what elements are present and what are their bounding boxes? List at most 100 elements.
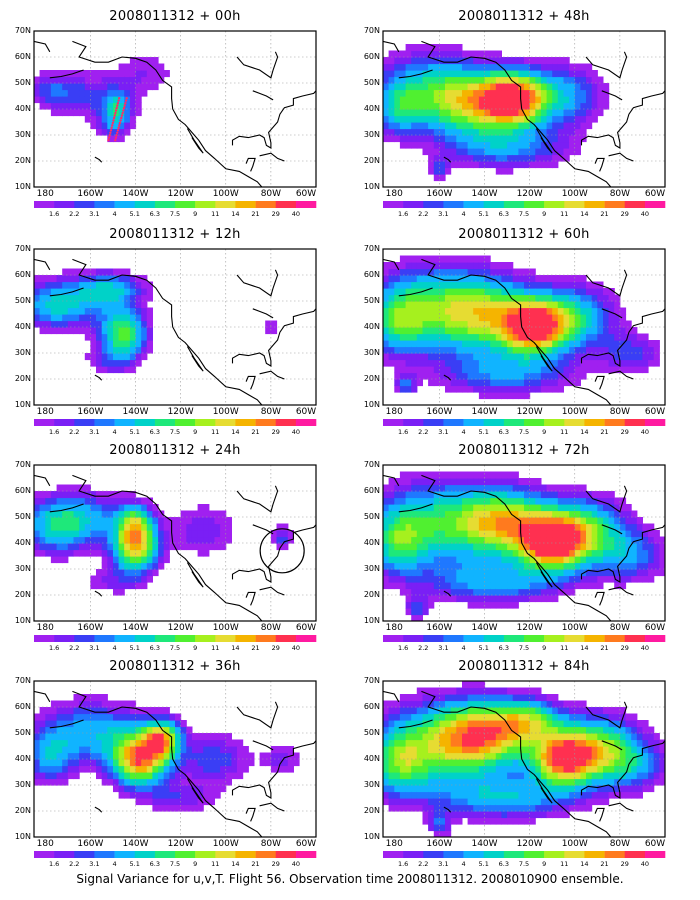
colorbar-level-label: 7.5 — [518, 860, 530, 868]
colorbar-swatch — [503, 419, 525, 426]
variance-field — [383, 471, 665, 621]
colorbar-level-label: 6.3 — [498, 210, 510, 218]
colorbar-level-label: 40 — [640, 860, 649, 868]
lat-tick-label: 60N — [14, 52, 31, 61]
lon-tick-label: 120W — [516, 189, 543, 199]
colorbar-swatch — [524, 851, 545, 858]
colorbar-swatch — [564, 201, 585, 208]
colorbar-swatch — [403, 635, 424, 642]
lat-tick-label: 70N — [14, 26, 31, 35]
colorbar-swatch — [114, 851, 135, 858]
colorbar-swatch — [383, 635, 404, 642]
lon-tick-label: 100W — [561, 189, 588, 199]
colorbar-swatch — [644, 419, 666, 426]
map-p72h — [382, 464, 666, 642]
lon-tick-label: 180 — [385, 623, 403, 633]
colorbar-level-label: 11 — [211, 644, 220, 652]
lon-tick-label: 60W — [644, 839, 666, 849]
lon-tick-label: 80W — [260, 623, 282, 633]
colorbar-swatch — [295, 201, 317, 208]
colorbar-swatch — [383, 851, 404, 858]
map-frame — [33, 248, 317, 406]
colorbar-swatch — [443, 419, 464, 426]
colorbar-swatch — [54, 851, 75, 858]
colorbar-level-label: 6.3 — [498, 860, 510, 868]
colorbar-swatch — [134, 201, 156, 208]
lat-tick-label: 70N — [363, 676, 380, 685]
colorbar — [383, 419, 666, 426]
colorbar-swatch — [215, 201, 236, 208]
lat-tick-label: 30N — [14, 780, 31, 789]
colorbar-swatch — [275, 635, 297, 642]
colorbar-level-label: 40 — [291, 644, 300, 652]
lon-tick-label: 60W — [644, 189, 666, 199]
lat-tick-label: 30N — [363, 564, 380, 573]
colorbar-level-label: 21 — [600, 210, 609, 218]
colorbar-swatch — [584, 635, 605, 642]
colorbar-swatch — [255, 851, 276, 858]
lat-lon-grid — [34, 465, 316, 621]
colorbar-swatch — [235, 635, 256, 642]
panel-title-p36h: 2008011312 + 36h — [109, 659, 241, 674]
colorbar-level-label: 1.6 — [397, 428, 409, 436]
colorbar-level-label: 21 — [251, 860, 260, 868]
lon-tick-label: 100W — [561, 839, 588, 849]
colorbar-swatch — [584, 851, 605, 858]
colorbar-swatch — [463, 851, 484, 858]
colorbar-swatch — [604, 851, 625, 858]
lon-tick-label: 80W — [260, 189, 282, 199]
colorbar — [34, 851, 317, 858]
lat-tick-label: 40N — [14, 538, 31, 547]
colorbar-swatch — [154, 635, 176, 642]
lon-tick-label: 180 — [36, 407, 54, 417]
lon-tick-label: 180 — [385, 407, 403, 417]
colorbar-swatch — [134, 851, 156, 858]
colorbar-level-label: 7.5 — [518, 644, 530, 652]
colorbar-level-label: 21 — [251, 644, 260, 652]
colorbar-swatch — [295, 851, 317, 858]
colorbar-level-label: 14 — [231, 860, 240, 868]
lon-tick-label: 160W — [77, 407, 104, 417]
colorbar — [383, 635, 666, 642]
colorbar-level-label: 14 — [231, 428, 240, 436]
colorbar-swatch — [443, 201, 464, 208]
colorbar-level-label: 40 — [291, 210, 300, 218]
colorbar-level-label: 9 — [193, 644, 198, 652]
colorbar-level-label: 21 — [251, 428, 260, 436]
colorbar-level-label: 1.6 — [397, 644, 409, 652]
lat-tick-label: 40N — [14, 322, 31, 331]
colorbar-swatch — [34, 635, 55, 642]
lon-tick-label: 100W — [212, 407, 239, 417]
colorbar-swatch — [195, 419, 216, 426]
colorbar-swatch — [74, 419, 95, 426]
lon-tick-label: 80W — [260, 839, 282, 849]
colorbar — [34, 635, 317, 642]
lat-tick-label: 20N — [14, 156, 31, 165]
colorbar-level-label: 2.2 — [69, 210, 80, 218]
colorbar-level-label: 4 — [461, 428, 466, 436]
variance-field — [383, 255, 660, 400]
colorbar-level-label: 14 — [580, 428, 589, 436]
colorbar-swatch — [175, 851, 196, 858]
colorbar-level-label: 3.1 — [438, 428, 449, 436]
colorbar-swatch — [154, 851, 176, 858]
lat-lon-grid — [34, 681, 316, 837]
colorbar-swatch — [423, 635, 444, 642]
colorbar-swatch — [235, 851, 256, 858]
colorbar-level-label: 4 — [461, 860, 466, 868]
lat-tick-label: 40N — [363, 538, 380, 547]
colorbar — [34, 419, 317, 426]
map-frame — [33, 680, 317, 838]
lon-tick-label: 60W — [295, 839, 317, 849]
lon-tick-label: 80W — [609, 839, 631, 849]
colorbar-swatch — [584, 419, 605, 426]
lat-tick-label: 30N — [14, 348, 31, 357]
colorbar-swatch — [94, 419, 115, 426]
lon-tick-label: 80W — [609, 623, 631, 633]
lat-tick-label: 40N — [363, 104, 380, 113]
colorbar-level-label: 11 — [560, 644, 569, 652]
colorbar-level-label: 3.1 — [438, 210, 449, 218]
colorbar-level-label: 9 — [193, 860, 198, 868]
map-frame — [33, 30, 317, 188]
colorbar-swatch — [644, 635, 666, 642]
